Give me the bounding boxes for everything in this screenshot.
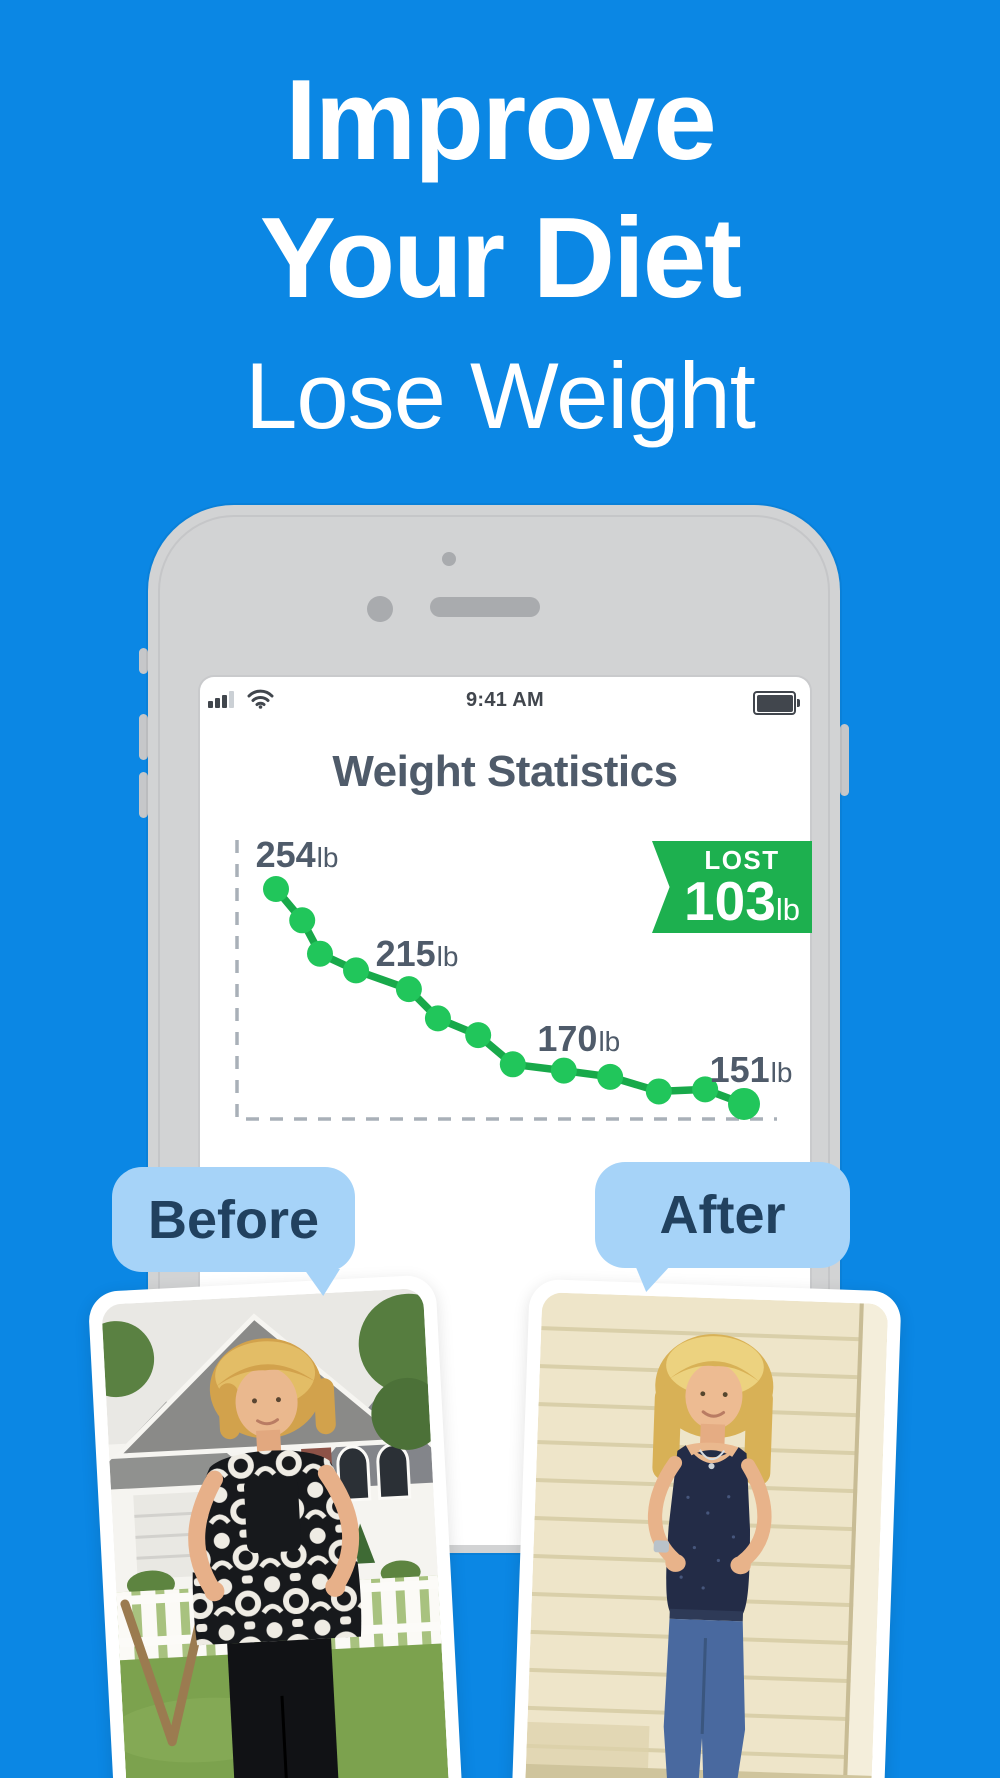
before-label: Before xyxy=(147,1189,320,1250)
after-photo xyxy=(510,1278,902,1778)
point-label: 151lb xyxy=(709,1048,793,1090)
data-point xyxy=(550,1057,577,1084)
data-point xyxy=(424,1005,451,1032)
data-point xyxy=(465,1022,492,1049)
cellular-signal-icon xyxy=(208,691,234,708)
after-label: After xyxy=(659,1185,786,1245)
headline-line2: Your Diet xyxy=(259,195,742,322)
weight-chart-plot xyxy=(235,840,777,1121)
battery-icon xyxy=(753,691,800,715)
earpiece-speaker xyxy=(430,597,540,617)
data-point xyxy=(499,1051,526,1078)
after-photo-illustration xyxy=(523,1292,889,1778)
lost-badge-label: LOST xyxy=(704,845,780,876)
headline: Improve Your Diet Lose Weight xyxy=(0,52,1000,448)
status-time: 9:41 AM xyxy=(465,689,545,711)
before-photo-illustration xyxy=(101,1287,451,1778)
wifi-icon xyxy=(247,689,274,709)
before-photo xyxy=(87,1274,465,1778)
data-point xyxy=(306,940,333,967)
data-point xyxy=(289,907,316,934)
data-point xyxy=(343,957,370,984)
weight-line-chart: 254lb 215lb 170lb 151lb LOST 103lb xyxy=(200,822,814,1134)
point-label: 254lb xyxy=(255,834,339,875)
status-bar: 9:41 AM xyxy=(200,686,810,716)
before-label-bubble: Before xyxy=(112,1167,355,1296)
mute-switch xyxy=(139,648,148,674)
data-point xyxy=(597,1063,624,1090)
lost-badge: LOST 103lb xyxy=(652,841,812,933)
volume-down-button xyxy=(139,772,148,818)
lost-badge-amount: 103lb xyxy=(684,869,800,932)
power-button xyxy=(840,724,849,796)
data-point xyxy=(645,1078,672,1105)
after-label-bubble: After xyxy=(595,1162,850,1292)
data-point xyxy=(728,1087,760,1120)
data-point xyxy=(263,876,289,902)
data-point xyxy=(692,1076,719,1103)
chart-title: Weight Statistics xyxy=(332,747,678,796)
volume-up-button xyxy=(139,714,148,760)
headline-line1: Improve xyxy=(285,57,716,184)
proximity-sensor-icon xyxy=(442,552,456,566)
data-point xyxy=(395,976,422,1003)
headline-subtitle: Lose Weight xyxy=(245,343,756,448)
point-label: 215lb xyxy=(375,933,459,975)
point-label: 170lb xyxy=(537,1018,621,1060)
front-camera-icon xyxy=(367,596,393,622)
